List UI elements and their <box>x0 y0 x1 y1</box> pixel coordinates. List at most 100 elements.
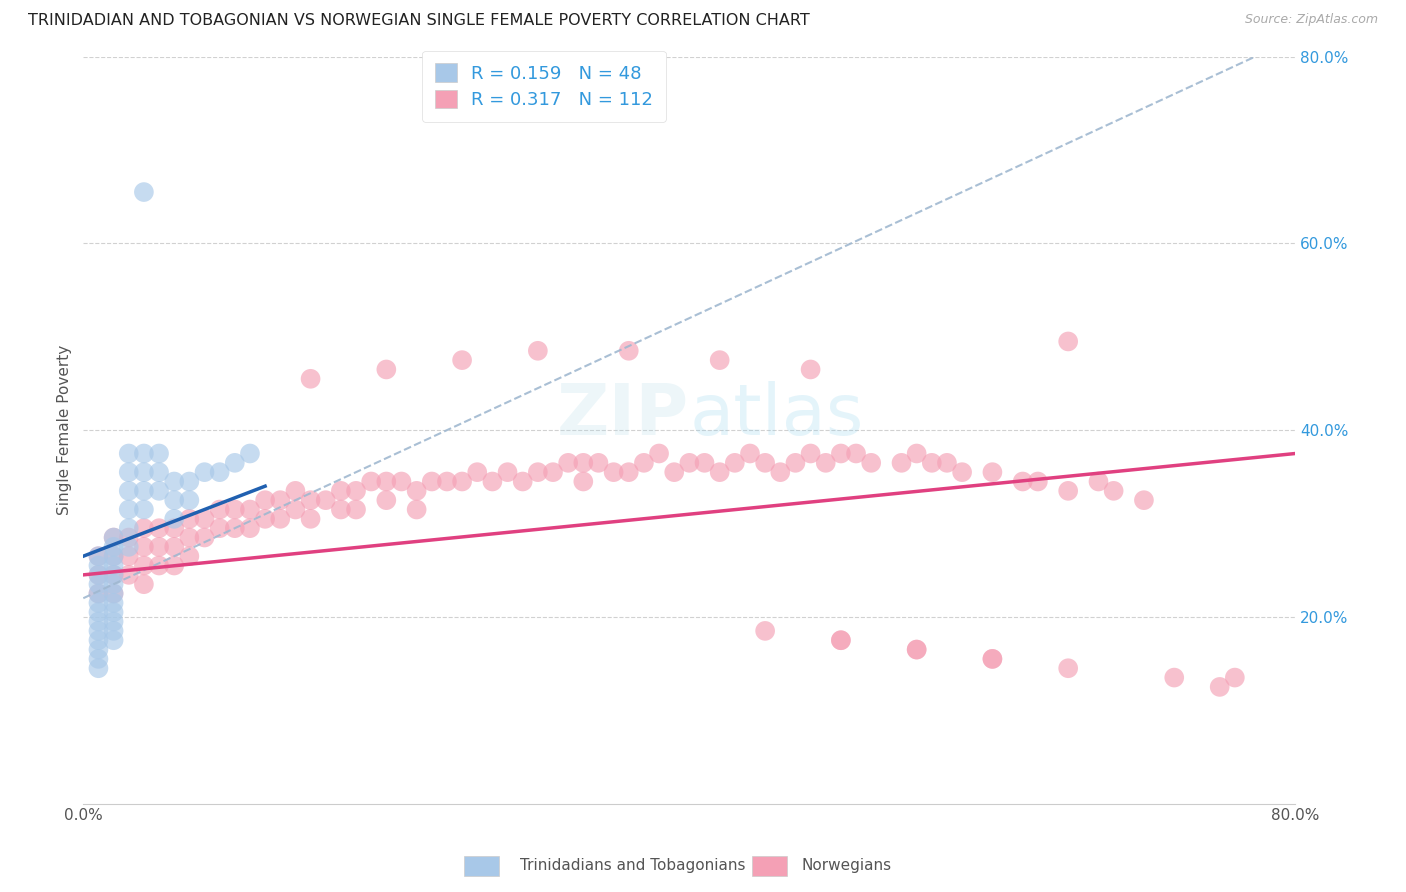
Point <box>163 540 186 554</box>
Point <box>648 446 671 460</box>
Point <box>814 456 837 470</box>
Point <box>87 567 110 582</box>
Point <box>193 512 215 526</box>
Text: TRINIDADIAN AND TOBAGONIAN VS NORWEGIAN SINGLE FEMALE POVERTY CORRELATION CHART: TRINIDADIAN AND TOBAGONIAN VS NORWEGIAN … <box>28 13 810 29</box>
Point <box>87 652 110 666</box>
Point <box>87 567 110 582</box>
Point <box>87 605 110 619</box>
Point <box>132 483 155 498</box>
Point <box>87 549 110 564</box>
Point <box>208 465 231 479</box>
Point <box>1223 671 1246 685</box>
Point <box>87 586 110 600</box>
Text: atlas: atlas <box>689 381 863 450</box>
Point <box>118 502 141 516</box>
Point <box>1057 483 1080 498</box>
Point <box>254 493 277 508</box>
Point <box>148 465 170 479</box>
Point <box>299 493 322 508</box>
Point <box>375 475 398 489</box>
Point <box>1087 475 1109 489</box>
Point <box>163 558 186 573</box>
Point <box>664 465 686 479</box>
Point <box>193 531 215 545</box>
Point <box>1026 475 1049 489</box>
Point <box>1208 680 1230 694</box>
Point <box>103 567 125 582</box>
Point <box>103 567 125 582</box>
Point <box>405 502 427 516</box>
Point <box>769 465 792 479</box>
Point <box>905 446 928 460</box>
Point <box>315 493 337 508</box>
Point <box>103 531 125 545</box>
Point <box>103 586 125 600</box>
Point <box>87 624 110 638</box>
Point <box>405 483 427 498</box>
Point <box>754 624 776 638</box>
Point <box>208 521 231 535</box>
Point <box>148 521 170 535</box>
Point <box>118 465 141 479</box>
Point <box>572 456 595 470</box>
Point <box>103 549 125 564</box>
Point <box>1057 661 1080 675</box>
Point <box>224 456 246 470</box>
Point <box>905 642 928 657</box>
Point <box>284 483 307 498</box>
Point <box>118 549 141 564</box>
Point <box>1133 493 1156 508</box>
Point <box>1057 334 1080 349</box>
Point <box>981 652 1004 666</box>
Point <box>132 521 155 535</box>
Text: Norwegians: Norwegians <box>801 858 891 872</box>
Point <box>148 540 170 554</box>
Point <box>451 475 474 489</box>
Point <box>103 605 125 619</box>
Point <box>132 502 155 516</box>
Point <box>527 343 550 358</box>
Point <box>87 615 110 629</box>
Point <box>103 615 125 629</box>
Point <box>87 558 110 573</box>
Point <box>724 456 747 470</box>
Point <box>118 521 141 535</box>
Text: Source: ZipAtlas.com: Source: ZipAtlas.com <box>1244 13 1378 27</box>
Point <box>132 465 155 479</box>
Point <box>179 475 201 489</box>
Text: Trinidadians and Tobagonians: Trinidadians and Tobagonians <box>520 858 745 872</box>
Point <box>738 446 761 460</box>
Point <box>269 512 291 526</box>
Point <box>103 577 125 591</box>
Point <box>830 446 852 460</box>
Point <box>512 475 534 489</box>
Legend: R = 0.159   N = 48, R = 0.317   N = 112: R = 0.159 N = 48, R = 0.317 N = 112 <box>422 51 665 122</box>
Point <box>1102 483 1125 498</box>
Point <box>239 521 262 535</box>
Point <box>132 540 155 554</box>
Point <box>465 465 488 479</box>
Point <box>299 512 322 526</box>
Point <box>87 586 110 600</box>
Point <box>132 446 155 460</box>
Point <box>103 558 125 573</box>
Point <box>132 558 155 573</box>
Point <box>981 465 1004 479</box>
Point <box>179 493 201 508</box>
Point <box>420 475 443 489</box>
Point <box>148 483 170 498</box>
Y-axis label: Single Female Poverty: Single Female Poverty <box>58 345 72 516</box>
Point <box>845 446 868 460</box>
Point <box>87 661 110 675</box>
Point <box>436 475 458 489</box>
Point <box>103 549 125 564</box>
Point <box>224 521 246 535</box>
Point <box>254 512 277 526</box>
Point <box>163 512 186 526</box>
Point <box>329 502 352 516</box>
Point <box>527 465 550 479</box>
Point <box>1163 671 1185 685</box>
Point <box>118 483 141 498</box>
Point <box>693 456 716 470</box>
Point <box>588 456 610 470</box>
